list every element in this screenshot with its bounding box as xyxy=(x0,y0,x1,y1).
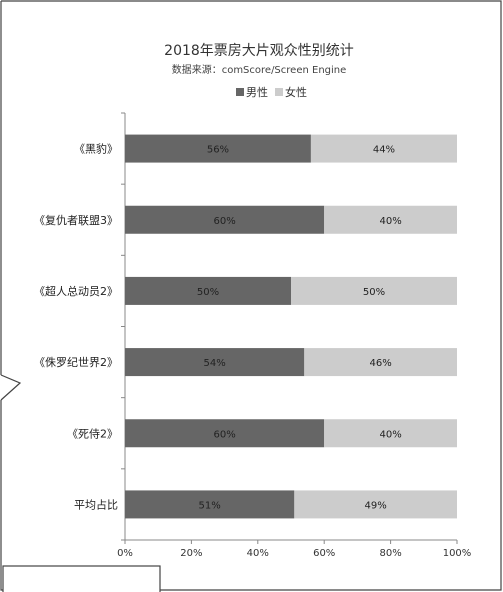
bar-segment-male xyxy=(125,419,325,448)
category-label: 《复仇者联盟3》 xyxy=(34,213,118,227)
legend-label-male: 男性 xyxy=(246,85,268,99)
callout-pointer xyxy=(0,374,22,401)
data-label-male: 56% xyxy=(207,145,229,156)
bar-segment-female xyxy=(324,205,457,234)
category-label: 《侏罗纪世界2》 xyxy=(34,356,118,369)
chart-subtitle: 数据来源：comScore/Screen Engine xyxy=(172,63,347,76)
category-label: 《死侍2》 xyxy=(67,427,118,440)
bar-segment-female xyxy=(304,348,457,377)
data-label-female: 49% xyxy=(365,500,387,511)
x-tick-label: 100% xyxy=(443,548,472,559)
bar-segment-female xyxy=(294,490,457,519)
data-label-female: 40% xyxy=(379,429,401,440)
data-label-male: 50% xyxy=(197,287,219,298)
data-label-female: 40% xyxy=(379,216,401,227)
chart-title: 2018年票房大片观众性别统计 xyxy=(164,43,354,59)
bar-segment-male xyxy=(125,134,311,163)
overlay-box xyxy=(2,565,161,592)
category-label: 《超人总动员2》 xyxy=(34,284,118,298)
x-tick-label: 40% xyxy=(247,548,269,559)
data-label-male: 51% xyxy=(199,500,221,511)
category-label: 平均占比 xyxy=(74,497,118,511)
legend: 男性 女性 xyxy=(236,85,307,99)
bar-segment-female xyxy=(310,134,457,163)
bar-segment-male xyxy=(125,348,305,377)
data-label-male: 60% xyxy=(213,429,235,440)
legend-swatch-female xyxy=(275,88,283,96)
legend-swatch-male xyxy=(236,88,244,96)
x-tick-label: 0% xyxy=(117,548,133,559)
plot-area: 0% 20% 40% 60% 80% 100% 《黑豹》 56% 44% 《复仇者联盟3》 60% 4… xyxy=(34,112,472,559)
bar-segment-male xyxy=(125,276,291,305)
bar-segment-male xyxy=(125,490,295,519)
x-tick-label: 60% xyxy=(313,548,335,559)
data-label-female: 44% xyxy=(373,145,395,156)
legend-label-female: 女性 xyxy=(285,85,307,99)
bar-segment-female xyxy=(324,419,457,448)
x-tick-label: 80% xyxy=(379,548,401,559)
bar-segment-male xyxy=(125,205,325,234)
data-label-female: 50% xyxy=(363,287,385,298)
data-label-male: 60% xyxy=(213,216,235,227)
category-label: 《黑豹》 xyxy=(74,143,118,156)
x-tick-label: 20% xyxy=(180,548,202,559)
data-label-male: 54% xyxy=(204,358,226,369)
data-label-female: 46% xyxy=(370,358,392,369)
bar-segment-female xyxy=(291,276,457,305)
